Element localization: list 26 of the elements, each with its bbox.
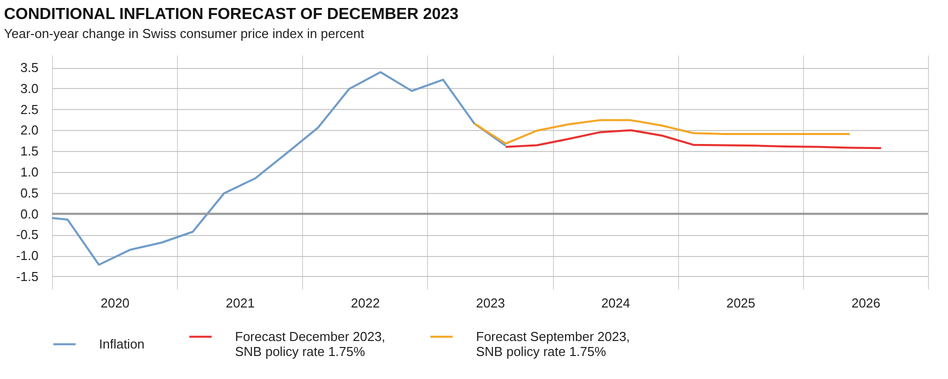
y-tick-label: 1.5: [20, 144, 38, 159]
x-tick-label: 2022: [350, 296, 380, 310]
y-tick-label: 0.5: [20, 185, 38, 200]
y-tick-label: -1.5: [16, 268, 38, 284]
y-tick-label: 2.0: [20, 122, 38, 138]
legend-label: Forecast September 2023, SNB policy rate 1.75%: [476, 328, 630, 359]
x-tick-label: 2025: [726, 296, 756, 310]
y-tick-label: 3.5: [20, 60, 38, 76]
x-tick-label: 2021: [226, 296, 255, 310]
x-tick-label: 2024: [601, 296, 630, 310]
line-series: [51, 71, 507, 266]
x-tick-label: 2026: [851, 296, 880, 310]
line-series: [504, 129, 882, 150]
y-tick-label: 1.0: [20, 164, 38, 180]
y-tick-label: 3.0: [20, 80, 38, 96]
y-tick-label: 2.5: [20, 102, 38, 117]
chart-title: CONDITIONAL INFLATION FORECAST OF DECEMBER 2023: [4, 6, 459, 23]
x-tick-label: 2023: [476, 296, 505, 310]
chart-subtitle: Year-on-year change in Swiss consumer price index in percent: [4, 26, 364, 41]
y-tick-label: -0.5: [16, 227, 38, 242]
y-tick-label: 0.0: [20, 206, 38, 222]
legend-label: Forecast December 2023, SNB policy rate 1.75%: [235, 328, 386, 359]
y-tick-label: -1.0: [16, 248, 38, 264]
line-series: [473, 119, 851, 145]
x-tick-label: 2020: [100, 296, 130, 310]
legend-label: Inflation: [99, 336, 145, 352]
